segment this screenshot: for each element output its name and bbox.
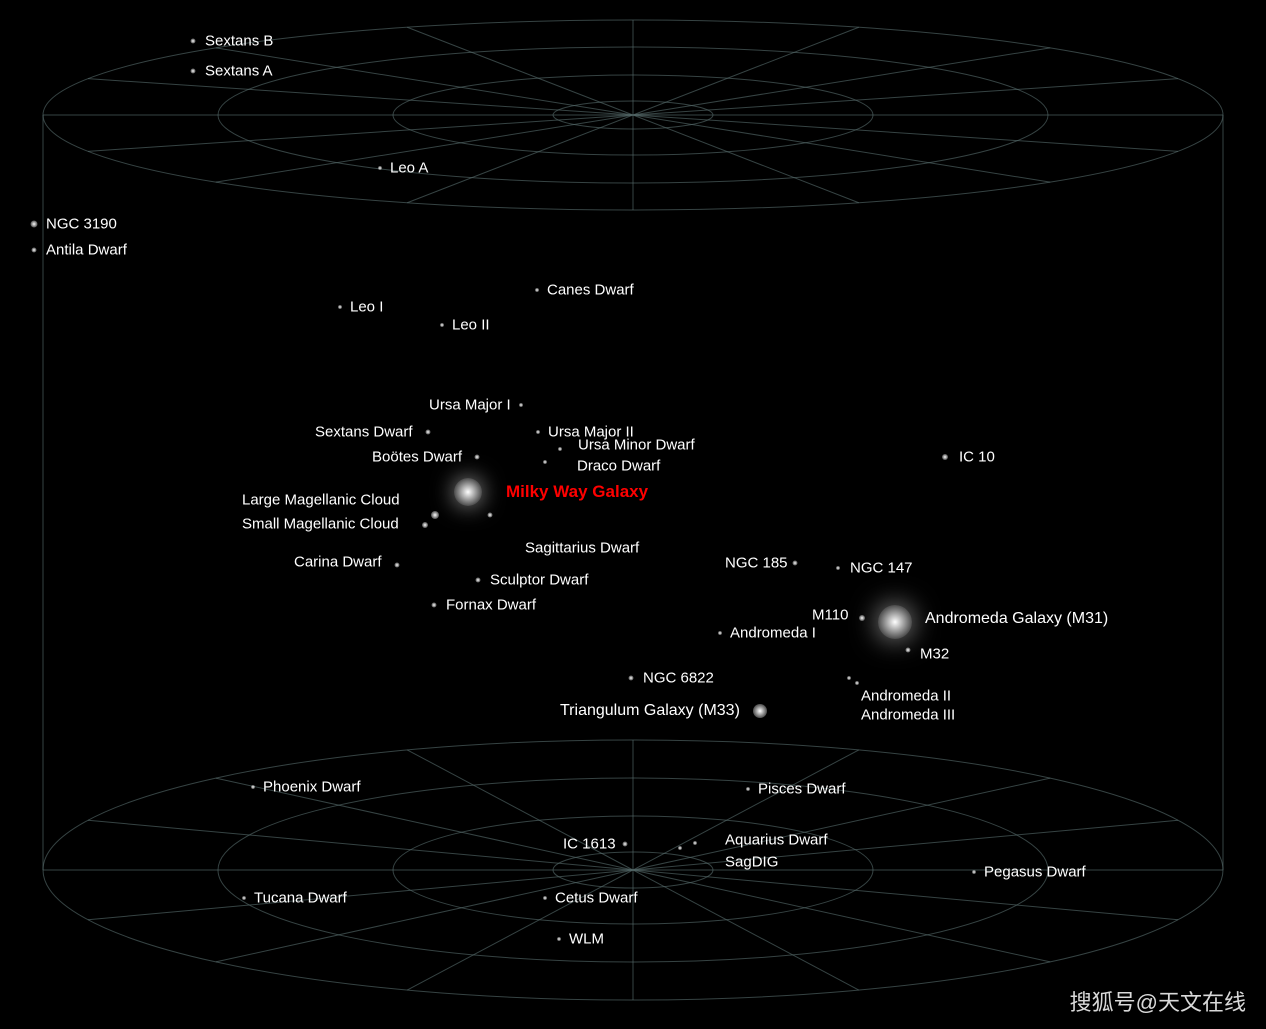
galaxy-point [693,841,697,845]
galaxy-label: Sextans A [205,63,273,80]
galaxy-label: NGC 6822 [643,670,714,687]
galaxy-point [859,615,865,621]
galaxy-point [543,460,547,464]
galaxy-label: Leo A [390,160,428,177]
galaxy-point [793,561,798,566]
galaxy-point [488,513,493,518]
galaxy-point [878,605,912,639]
galaxy-label: Triangulum Galaxy (M33) [560,702,740,720]
galaxy-point [475,455,480,460]
galaxy-point [476,578,481,583]
galaxy-label: M110 [812,607,848,624]
galaxy-label: Carina Dwarf [294,554,382,571]
galaxy-label: Leo I [350,299,383,316]
galaxy-point [440,323,444,327]
galaxy-label: Pegasus Dwarf [984,864,1086,881]
galaxy-label: Andromeda I [730,625,816,642]
galaxy-label: Sextans Dwarf [315,424,413,441]
galaxy-label: SagDIG [725,854,778,871]
galaxy-point [191,39,196,44]
galaxy-point [32,248,37,253]
galaxy-point [395,563,400,568]
galaxy-label: Cetus Dwarf [555,890,638,907]
galaxy-point [906,648,911,653]
galaxy-point [191,69,196,74]
galaxy-point [623,842,628,847]
galaxy-label: Canes Dwarf [547,282,634,299]
galaxy-point [426,430,431,435]
galaxy-label: Draco Dwarf [577,458,660,475]
galaxy-point [746,787,750,791]
diagram-container: Sextans B Sextans A Leo A NGC 3190 Antila Dw… [0,0,1266,1029]
galaxy-point [558,447,562,451]
galaxy-label: Aquarius Dwarf [725,832,828,849]
galaxy-label: Large Magellanic Cloud [242,492,400,509]
watermark-text: 搜狐号@天文在线 [1070,985,1246,1017]
galaxy-point [378,166,382,170]
galaxy-label: WLM [569,931,604,948]
galaxy-label: Ursa Major I [429,397,511,414]
galaxy-label: Small Magellanic Cloud [242,516,399,533]
galaxy-point [629,676,634,681]
galaxy-label: NGC 3190 [46,216,117,233]
galaxy-point [251,785,255,789]
galaxy-point [855,681,859,685]
galaxy-label: Milky Way Galaxy [506,482,648,502]
galaxy-label: Andromeda II [861,688,951,705]
galaxy-label: Leo II [452,317,490,334]
galaxy-point [338,305,342,309]
galaxy-point [519,403,523,407]
galaxy-label: Tucana Dwarf [254,890,347,907]
galaxy-label: Phoenix Dwarf [263,779,361,796]
galaxy-point [31,221,38,228]
galaxy-label: IC 1613 [563,836,616,853]
galaxy-point [718,631,722,635]
galaxy-point [972,870,976,874]
galaxy-label: M32 [920,646,949,663]
galaxy-label: Boötes Dwarf [372,449,462,466]
galaxy-point [422,522,428,528]
galaxy-label: IC 10 [959,449,995,466]
galaxy-point [432,603,437,608]
galaxy-label: NGC 185 [725,555,788,572]
galaxy-point [678,846,682,850]
galaxy-label: Sextans B [205,33,273,50]
galaxy-label: Ursa Minor Dwarf [578,437,695,454]
galaxy-point [753,704,767,718]
galaxy-point [942,454,948,460]
galaxy-label: Fornax Dwarf [446,597,536,614]
galaxy-point [836,566,840,570]
galaxy-point [557,937,561,941]
galaxy-point [543,896,547,900]
galaxy-point [535,288,539,292]
galaxy-point [431,511,439,519]
galaxy-point [454,478,482,506]
galaxy-point [847,676,851,680]
galaxy-label: Andromeda Galaxy (M31) [925,610,1108,628]
galaxy-point [536,430,540,434]
galaxy-label: Antila Dwarf [46,242,127,259]
galaxy-point [242,896,246,900]
galaxy-label: Sagittarius Dwarf [525,540,639,557]
galaxy-label: Sculptor Dwarf [490,572,588,589]
galaxy-label: Pisces Dwarf [758,781,846,798]
galaxy-label: NGC 147 [850,560,913,577]
galaxy-label: Andromeda III [861,707,955,724]
